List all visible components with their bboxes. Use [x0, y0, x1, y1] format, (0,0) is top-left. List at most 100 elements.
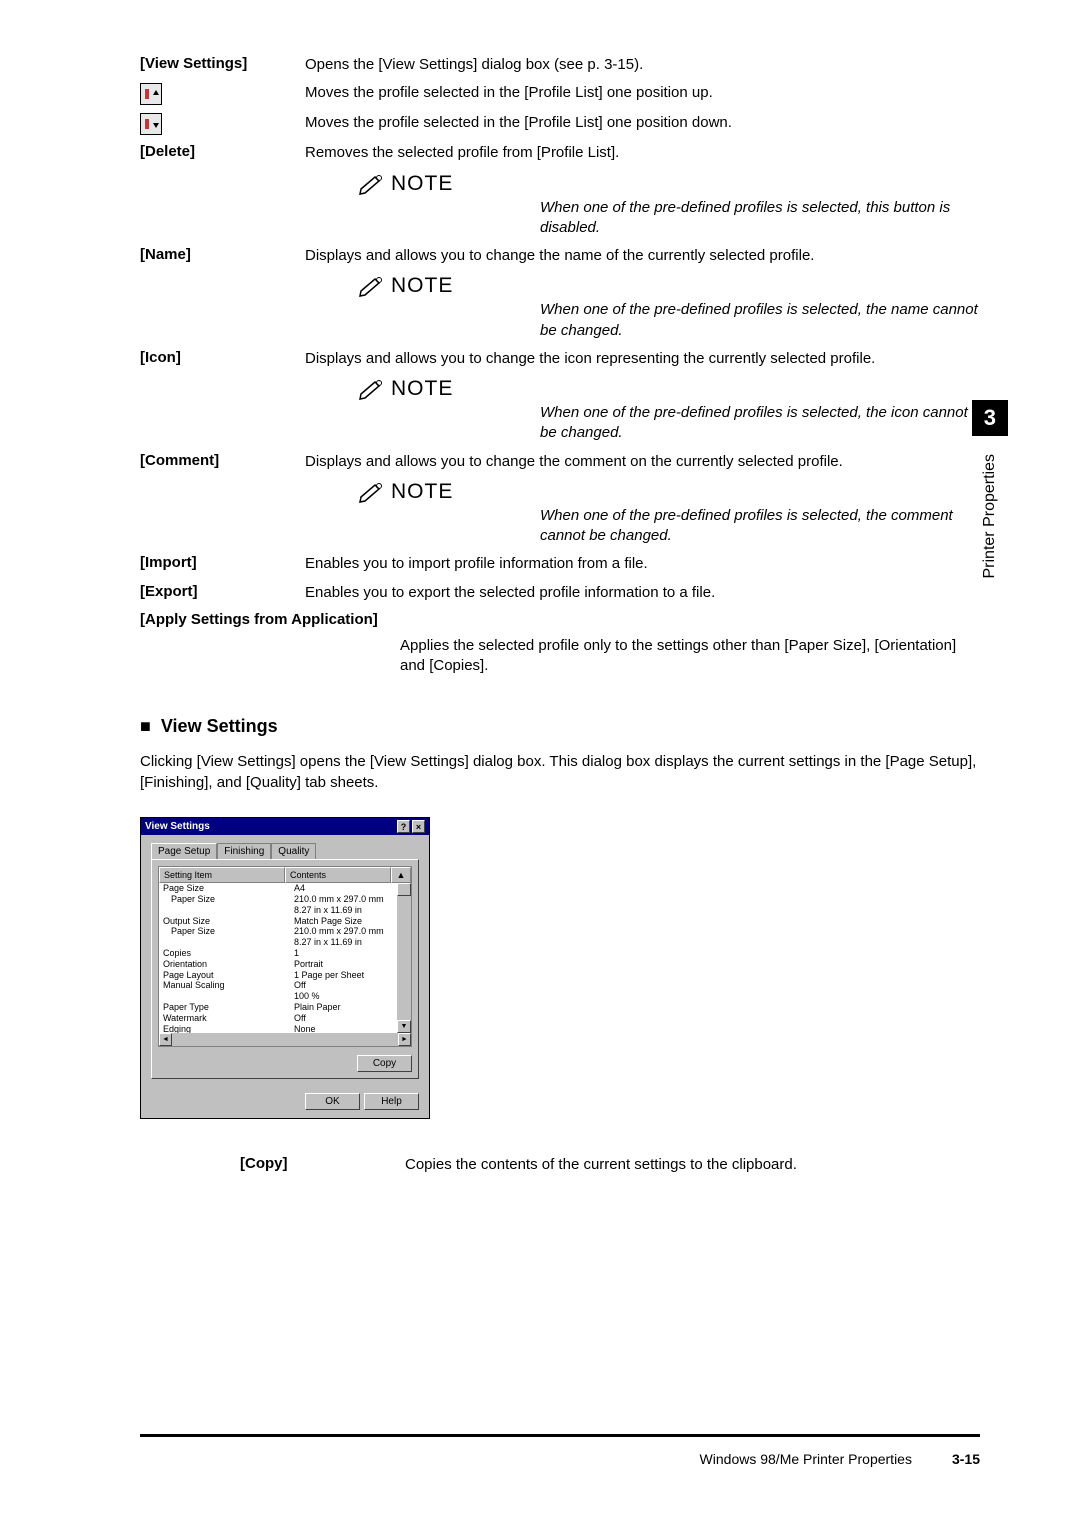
view-settings-dialog: View Settings ? × Page Setup Finishing Q… [140, 817, 430, 1119]
def-row-delete: [Delete] Removes the selected profile fr… [140, 143, 980, 163]
def-row-view-settings: [View Settings] Opens the [View Settings… [140, 55, 980, 75]
vertical-scrollbar[interactable]: ▼ [397, 883, 411, 1033]
scroll-right-button[interactable]: ► [398, 1033, 411, 1046]
def-label: [Copy] [240, 1155, 405, 1172]
settings-row: 100 % [159, 991, 411, 1002]
col-setting-item: Setting Item [159, 867, 285, 883]
pencil-icon [357, 173, 385, 195]
setting-value-cell: Off [290, 1013, 411, 1024]
scroll-track [172, 1033, 398, 1046]
pencil-icon [357, 481, 385, 503]
scroll-left-button[interactable]: ◄ [159, 1033, 172, 1046]
close-button[interactable]: × [412, 820, 425, 833]
def-label: [Apply Settings from Application] [140, 611, 378, 628]
setting-item-cell: Paper Type [159, 1002, 290, 1013]
settings-row: OrientationPortrait [159, 959, 411, 970]
move-up-icon-cell [140, 83, 305, 105]
apply-desc: Applies the selected profile only to the… [400, 636, 980, 677]
ok-button[interactable]: OK [305, 1093, 360, 1110]
def-desc: Enables you to import profile informatio… [305, 554, 980, 574]
setting-value-cell: A4 [290, 883, 411, 894]
settings-row: Paper TypePlain Paper [159, 1002, 411, 1013]
dialog-body: Page Setup Finishing Quality Setting Ite… [141, 835, 429, 1089]
setting-item-cell: Edging [159, 1024, 290, 1034]
copy-button[interactable]: Copy [357, 1055, 412, 1072]
def-label: [Export] [140, 583, 305, 600]
help-button[interactable]: ? [397, 820, 410, 833]
setting-value-cell: None [290, 1024, 411, 1034]
note-text-delete: When one of the pre-defined profiles is … [540, 198, 980, 239]
note-name: NOTE When one of the pre-defined profile… [357, 274, 980, 341]
setting-item-cell [159, 937, 290, 948]
tab-quality[interactable]: Quality [271, 843, 316, 859]
note-comment: NOTE When one of the pre-defined profile… [357, 480, 980, 547]
scroll-up-button[interactable]: ▲ [391, 867, 411, 883]
setting-item-cell: Paper Size [159, 894, 290, 905]
settings-header: Setting Item Contents ▲ [159, 867, 411, 883]
scroll-down-button[interactable]: ▼ [397, 1020, 411, 1033]
note-heading-text: NOTE [391, 172, 453, 196]
def-desc: Opens the [View Settings] dialog box (se… [305, 55, 980, 75]
setting-value-cell: 100 % [290, 991, 411, 1002]
dialog-titlebar: View Settings ? × [141, 818, 429, 835]
settings-row: WatermarkOff [159, 1013, 411, 1024]
setting-value-cell: 1 Page per Sheet [290, 970, 411, 981]
setting-value-cell: Match Page Size [290, 916, 411, 927]
col-contents: Contents [285, 867, 391, 883]
setting-value-cell: 210.0 mm x 297.0 mm [290, 894, 411, 905]
def-label: [Delete] [140, 143, 305, 160]
setting-value-cell: 1 [290, 948, 411, 959]
setting-item-cell: Page Size [159, 883, 290, 894]
setting-item-cell: Copies [159, 948, 290, 959]
page-content: [View Settings] Opens the [View Settings… [0, 0, 1080, 1176]
help-button[interactable]: Help [364, 1093, 419, 1110]
setting-value-cell: 8.27 in x 11.69 in [290, 905, 411, 916]
settings-row: 8.27 in x 11.69 in [159, 905, 411, 916]
note-heading-text: NOTE [391, 274, 453, 298]
note-heading-text: NOTE [391, 480, 453, 504]
def-row-import: [Import] Enables you to import profile i… [140, 554, 980, 574]
def-label: [Icon] [140, 349, 305, 366]
setting-item-cell: Paper Size [159, 926, 290, 937]
setting-item-cell: Page Layout [159, 970, 290, 981]
settings-row: Page Layout1 Page per Sheet [159, 970, 411, 981]
horizontal-scrollbar[interactable]: ◄ ► [159, 1033, 411, 1046]
def-label: [View Settings] [140, 55, 305, 72]
setting-value-cell: Off [290, 980, 411, 991]
def-desc: Displays and allows you to change the co… [305, 452, 980, 472]
section-title: View Settings [161, 716, 278, 737]
chapter-number: 3 [972, 400, 1008, 436]
tab-finishing[interactable]: Finishing [217, 843, 271, 859]
def-desc: Moves the profile selected in the [Profi… [305, 83, 980, 103]
note-delete: NOTE When one of the pre-defined profile… [357, 172, 980, 239]
def-desc: Moves the profile selected in the [Profi… [305, 113, 980, 133]
settings-row: EdgingNone [159, 1024, 411, 1034]
settings-row: Copies1 [159, 948, 411, 959]
def-desc: Enables you to export the selected profi… [305, 583, 980, 603]
def-row-comment: [Comment] Displays and allows you to cha… [140, 452, 980, 472]
def-row-icon: [Icon] Displays and allows you to change… [140, 349, 980, 369]
settings-row: Output SizeMatch Page Size [159, 916, 411, 927]
setting-item-cell: Output Size [159, 916, 290, 927]
def-row-name: [Name] Displays and allows you to change… [140, 246, 980, 266]
setting-item-cell [159, 905, 290, 916]
chapter-tab: 3 Printer Properties [972, 400, 1008, 579]
settings-row: Manual ScalingOff [159, 980, 411, 991]
note-icon: NOTE When one of the pre-defined profile… [357, 377, 980, 444]
setting-item-cell: Orientation [159, 959, 290, 970]
setting-value-cell: 8.27 in x 11.69 in [290, 937, 411, 948]
settings-row: Paper Size210.0 mm x 297.0 mm [159, 926, 411, 937]
scroll-thumb[interactable] [397, 883, 411, 896]
note-heading-text: NOTE [391, 377, 453, 401]
note-text-name: When one of the pre-defined profiles is … [540, 300, 980, 341]
section-paragraph: Clicking [View Settings] opens the [View… [140, 751, 980, 793]
setting-value-cell: 210.0 mm x 297.0 mm [290, 926, 411, 937]
page-number: 3-15 [952, 1451, 980, 1467]
dialog-controls: ? × [397, 820, 425, 833]
pencil-icon [357, 275, 385, 297]
section-heading: ■ View Settings [140, 716, 980, 737]
def-row-move-up: Moves the profile selected in the [Profi… [140, 83, 980, 105]
tab-page-setup[interactable]: Page Setup [151, 843, 217, 859]
setting-item-cell: Watermark [159, 1013, 290, 1024]
def-desc: Removes the selected profile from [Profi… [305, 143, 980, 163]
